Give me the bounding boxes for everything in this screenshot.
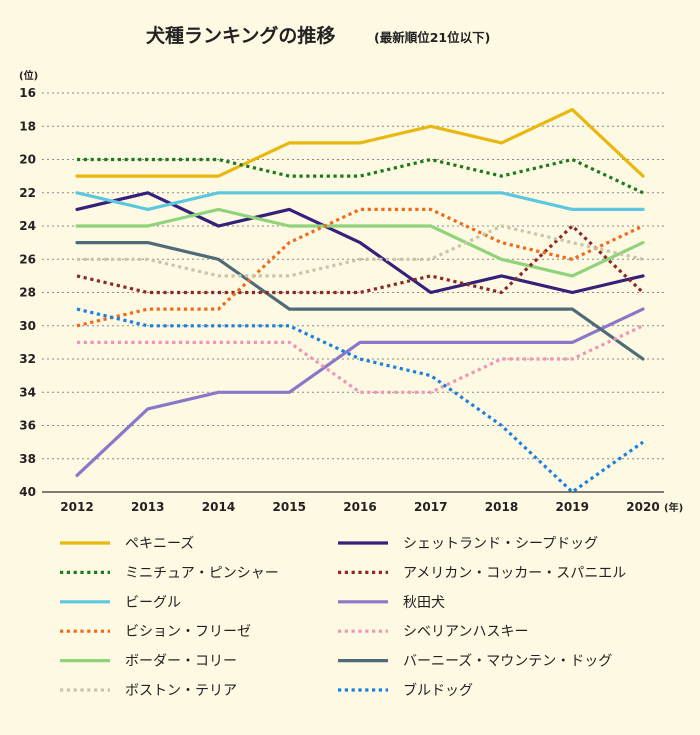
y-tick-label: 18: [19, 119, 36, 133]
legend-label: ビーグル: [125, 595, 181, 611]
legend-label: 秋田犬: [403, 595, 445, 611]
legend-item: ボストン・テリア: [60, 683, 237, 699]
x-axis-unit: (年): [664, 501, 683, 514]
legend-label: ビション・フリーゼ: [125, 624, 251, 640]
series-line-7: [76, 207, 644, 328]
y-tick-label: 30: [19, 319, 36, 333]
y-tick-label: 36: [19, 419, 36, 433]
y-tick-label: 26: [19, 252, 36, 266]
legend-item: アメリカン・コッカー・スパニエル: [338, 565, 626, 581]
legend-label: ペキニーズ: [125, 536, 194, 552]
y-tick-label: 16: [19, 86, 36, 100]
y-tick-label: 24: [19, 219, 36, 233]
legend-item: ビーグル: [60, 595, 181, 611]
series-line-5: [75, 191, 645, 211]
legend-item: ボーダー・コリー: [60, 654, 237, 670]
series-line-6: [75, 307, 645, 477]
legend-item: バーニーズ・マウンテン・ドッグ: [338, 654, 612, 670]
series-line-9: [75, 207, 645, 278]
legend-item: シベリアンハスキー: [338, 624, 528, 640]
x-tick-label: 2016: [343, 500, 376, 514]
legend-item: ペキニーズ: [60, 536, 194, 552]
series-line-3: [77, 157, 644, 195]
series-line-8: [77, 324, 644, 394]
legend-item: ブルドッグ: [338, 682, 473, 699]
y-tick-label: 28: [19, 286, 36, 300]
chart-title: 犬種ランキングの推移: [146, 24, 335, 47]
x-tick-label: 2019: [556, 500, 589, 514]
series-line-4: [76, 224, 645, 295]
x-tick-labels: 2012 2013 2014 2015 2016 2017 2018 2019 2020: [60, 500, 659, 514]
y-tick-label: 32: [19, 352, 36, 366]
legend-label: バーニーズ・マウンテン・ドッグ: [403, 654, 612, 670]
x-tick-label: 2013: [131, 500, 164, 514]
x-tick-label: 2018: [485, 500, 518, 514]
legend-label: ボストン・テリア: [125, 683, 237, 699]
x-tick-label: 2017: [414, 500, 447, 514]
legend-label: ミニチュア・ピンシャー: [125, 565, 279, 581]
x-tick-label: 2015: [273, 500, 306, 514]
y-tick-label: 34: [19, 385, 36, 399]
series-line-2: [75, 191, 645, 295]
chart-subtitle: (最新順位21位以下): [374, 30, 490, 45]
y-tick-label: 20: [19, 153, 36, 167]
legend-item: ミニチュア・ピンシャー: [60, 565, 279, 581]
legend-item: ビション・フリーゼ: [60, 624, 251, 640]
x-tick-label: 2012: [60, 500, 93, 514]
y-axis-unit: (位): [19, 69, 38, 82]
series-line-12: [76, 307, 644, 494]
y-tick-label: 22: [19, 186, 36, 200]
series-layer: [75, 107, 645, 494]
legend-label: シェットランド・シープドッグ: [403, 536, 598, 552]
x-tick-label: 2014: [202, 500, 235, 514]
series-line-10: [75, 241, 645, 361]
y-tick-labels: 16 18 20 22 24 26 28 30 32 34 36 38 40: [19, 86, 36, 499]
legend-label: ブルドッグ: [403, 682, 473, 699]
legend-item: 秋田犬: [338, 595, 445, 611]
legend-item: シェットランド・シープドッグ: [338, 536, 598, 552]
x-tick-label: 2020: [626, 500, 659, 514]
legend-label: ボーダー・コリー: [125, 654, 237, 670]
y-tick-label: 38: [19, 452, 36, 466]
legend-label: アメリカン・コッカー・スパニエル: [403, 565, 626, 581]
y-tick-label: 40: [19, 485, 36, 499]
chart-title-group: 犬種ランキングの推移 (最新順位21位以下): [146, 24, 490, 47]
series-line-1: [75, 107, 645, 178]
series-line-11: [77, 224, 644, 278]
legend-label: シベリアンハスキー: [403, 624, 528, 640]
